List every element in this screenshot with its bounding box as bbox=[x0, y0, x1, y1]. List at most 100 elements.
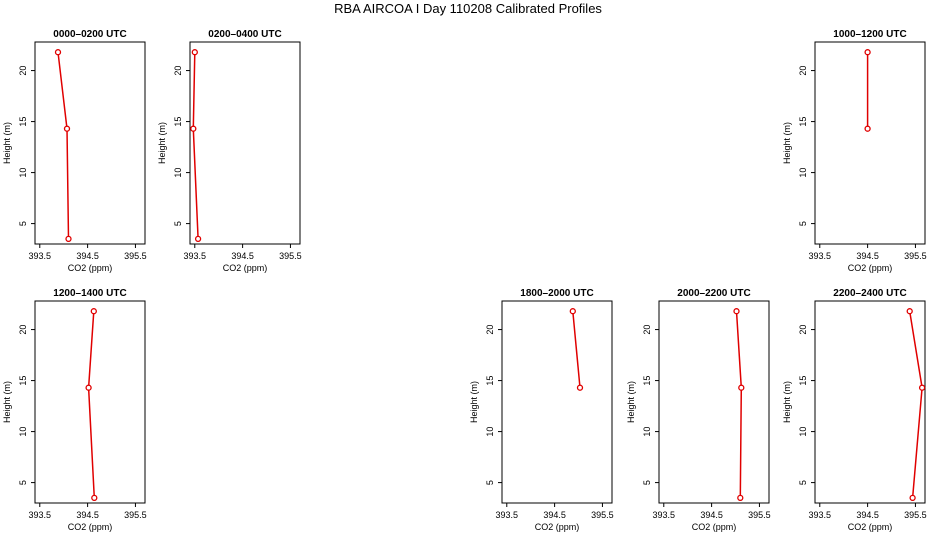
chart-2-x-tick-label: 395.5 bbox=[279, 251, 302, 261]
chart-3-title: 1000–1200 UTC bbox=[833, 29, 906, 40]
chart-6-data-point bbox=[737, 494, 744, 502]
chart-3-x-tick-label: 394.5 bbox=[856, 251, 879, 261]
chart-2-data-point bbox=[190, 125, 197, 132]
chart-1-series-line bbox=[57, 52, 70, 239]
chart-1-data-point bbox=[63, 125, 71, 132]
chart-3-y-tick-label: 5 bbox=[798, 221, 808, 226]
chart-2-y-tick-label: 20 bbox=[173, 66, 183, 76]
chart-3-y-tick-label: 15 bbox=[798, 117, 808, 127]
chart-4-y-tick-label: 10 bbox=[18, 427, 28, 437]
chart-5-y-tick-label: 5 bbox=[485, 480, 495, 485]
chart-3-y-tick-label: 20 bbox=[798, 66, 808, 76]
chart-7-x-tick-label: 393.5 bbox=[809, 510, 832, 520]
chart-1-x-axis-label: CO2 (ppm) bbox=[68, 263, 113, 273]
chart-5-x-tick-label: 395.5 bbox=[591, 510, 614, 520]
chart-7-y-axis-label: Height (m) bbox=[782, 381, 792, 423]
chart-1-y-tick-label: 15 bbox=[18, 117, 28, 127]
chart-7-y-tick-label: 20 bbox=[798, 325, 808, 335]
chart-5-data-point bbox=[576, 384, 584, 391]
chart-5-y-tick-label: 20 bbox=[485, 325, 495, 335]
chart-1-x-tick-label: 394.5 bbox=[76, 251, 99, 261]
chart-3-x-tick-label: 395.5 bbox=[904, 251, 927, 261]
chart-1-title: 0000–0200 UTC bbox=[53, 29, 126, 40]
chart-4-data-point bbox=[90, 308, 97, 315]
chart-5-series-line bbox=[572, 311, 581, 388]
chart-6-series-line bbox=[735, 311, 743, 498]
chart-7-x-axis-label: CO2 (ppm) bbox=[848, 522, 893, 532]
chart-3-y-tick-label: 10 bbox=[798, 168, 808, 178]
chart-7-title: 2200–2400 UTC bbox=[833, 288, 906, 299]
chart-1-y-tick-label: 5 bbox=[18, 221, 28, 226]
chart-7-plot-frame bbox=[814, 300, 926, 504]
chart-5-y-tick-label: 15 bbox=[485, 376, 495, 386]
chart-2-title: 0200–0400 UTC bbox=[208, 29, 281, 40]
chart-1-plot-frame bbox=[34, 41, 146, 245]
chart-4-data-point bbox=[85, 384, 92, 391]
chart-4-y-tick-label: 20 bbox=[18, 325, 28, 335]
chart-5-x-tick-label: 394.5 bbox=[543, 510, 566, 520]
chart-6-y-tick-label: 10 bbox=[642, 427, 652, 437]
chart-3-y-axis-label: Height (m) bbox=[782, 122, 792, 164]
chart-6-y-axis-label: Height (m) bbox=[626, 381, 636, 423]
chart-4-x-axis-label: CO2 (ppm) bbox=[68, 522, 113, 532]
chart-7-y-tick-label: 5 bbox=[798, 480, 808, 485]
chart-7-x-tick-label: 395.5 bbox=[904, 510, 927, 520]
chart-6-x-tick-label: 393.5 bbox=[653, 510, 676, 520]
chart-5-x-tick-label: 393.5 bbox=[496, 510, 519, 520]
chart-4-x-tick-label: 393.5 bbox=[29, 510, 52, 520]
chart-5-x-axis-label: CO2 (ppm) bbox=[535, 522, 580, 532]
chart-6-title: 2000–2200 UTC bbox=[677, 288, 750, 299]
chart-7-data-point bbox=[906, 308, 913, 315]
chart-5-data-point bbox=[569, 308, 576, 315]
chart-7-y-tick-label: 15 bbox=[798, 376, 808, 386]
chart-7-series-line bbox=[908, 311, 923, 498]
chart-4-x-tick-label: 395.5 bbox=[124, 510, 147, 520]
chart-6-plot-frame bbox=[658, 300, 770, 504]
chart-2-x-tick-label: 394.5 bbox=[231, 251, 254, 261]
chart-1-x-tick-label: 395.5 bbox=[124, 251, 147, 261]
chart-1-y-tick-label: 10 bbox=[18, 168, 28, 178]
chart-4-y-tick-label: 5 bbox=[18, 480, 28, 485]
chart-2-y-tick-label: 5 bbox=[173, 221, 183, 226]
chart-1-data-point bbox=[54, 49, 62, 56]
chart-6-y-tick-label: 15 bbox=[642, 376, 652, 386]
chart-1-y-axis-label: Height (m) bbox=[2, 122, 12, 164]
chart-2-y-tick-label: 10 bbox=[173, 168, 183, 178]
chart-5-y-tick-label: 10 bbox=[485, 427, 495, 437]
chart-2-series-line bbox=[192, 52, 199, 239]
chart-3-x-axis-label: CO2 (ppm) bbox=[848, 263, 893, 273]
chart-2-data-point bbox=[191, 49, 198, 56]
chart-1-data-point bbox=[65, 235, 72, 243]
chart-6-data-point bbox=[733, 308, 740, 315]
chart-7-data-point bbox=[909, 494, 916, 502]
chart-3-data-point bbox=[864, 125, 871, 132]
chart-3-data-point bbox=[864, 49, 871, 56]
chart-1-x-tick-label: 393.5 bbox=[29, 251, 52, 261]
chart-5-title: 1800–2000 UTC bbox=[520, 288, 593, 299]
chart-4-x-tick-label: 394.5 bbox=[76, 510, 99, 520]
chart-2-data-point bbox=[194, 235, 202, 243]
chart-2-plot-frame bbox=[189, 41, 301, 245]
chart-4-y-tick-label: 15 bbox=[18, 376, 28, 386]
chart-3-plot-frame bbox=[814, 41, 926, 245]
chart-7-x-tick-label: 394.5 bbox=[856, 510, 879, 520]
chart-2-x-axis-label: CO2 (ppm) bbox=[223, 263, 268, 273]
chart-1-y-tick-label: 20 bbox=[18, 66, 28, 76]
chart-6-x-axis-label: CO2 (ppm) bbox=[692, 522, 737, 532]
chart-2-y-axis-label: Height (m) bbox=[157, 122, 167, 164]
chart-4-title: 1200–1400 UTC bbox=[53, 288, 126, 299]
chart-7-y-tick-label: 10 bbox=[798, 427, 808, 437]
chart-7-data-point bbox=[918, 384, 926, 391]
chart-5-y-axis-label: Height (m) bbox=[469, 381, 479, 423]
chart-3-x-tick-label: 393.5 bbox=[809, 251, 832, 261]
chart-6-data-point bbox=[738, 384, 745, 391]
chart-6-x-tick-label: 395.5 bbox=[748, 510, 771, 520]
chart-6-y-tick-label: 20 bbox=[642, 325, 652, 335]
chart-4-data-point bbox=[91, 494, 98, 502]
chart-6-x-tick-label: 394.5 bbox=[700, 510, 723, 520]
chart-4-y-axis-label: Height (m) bbox=[2, 381, 12, 423]
chart-4-series-line bbox=[87, 311, 96, 498]
chart-4-plot-frame bbox=[34, 300, 146, 504]
chart-2-x-tick-label: 393.5 bbox=[184, 251, 207, 261]
